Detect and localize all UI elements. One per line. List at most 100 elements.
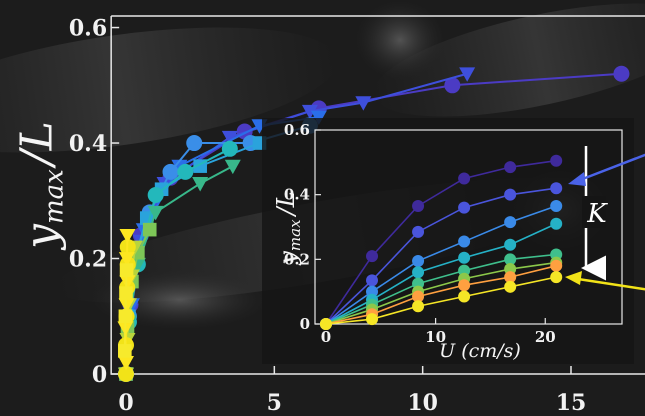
inset-ytick-label: 0.4	[284, 186, 310, 204]
blue-pointer-head	[568, 172, 586, 186]
inset-plot-series	[319, 154, 563, 330]
main-data-point	[177, 163, 194, 180]
inset-series-line	[325, 205, 557, 325]
inset-data-point	[366, 313, 379, 326]
main-xtick-label: 0	[118, 390, 133, 416]
inset-data-point	[504, 253, 517, 266]
main-data-point	[119, 229, 136, 244]
main-data-point	[118, 366, 134, 382]
main-data-point	[118, 344, 132, 358]
main-ylabel: ymax/L	[12, 121, 70, 251]
k-label: K	[586, 199, 608, 229]
main-xtick-label: 15	[556, 390, 587, 416]
main-ytick-label: 0.4	[69, 131, 107, 157]
inset-axis-frame	[314, 129, 623, 325]
inset-data-point	[412, 266, 425, 279]
main-axes: 0 5 10 15 0 0.2 0.4 0.6 ymax/L	[12, 15, 645, 416]
inset-data-point	[504, 280, 517, 293]
inset-background	[262, 118, 634, 364]
inset-data-point	[412, 300, 425, 313]
inset-data-point	[458, 290, 471, 303]
inset-data-point	[504, 238, 517, 251]
inset-data-point	[550, 259, 563, 272]
inset-series-line	[325, 159, 557, 325]
inset-series-line	[325, 261, 557, 325]
yellow-pointer-line	[577, 277, 645, 291]
main-plot-series	[117, 65, 630, 382]
inset-ytick-label: 0.6	[284, 121, 310, 139]
inset-xtick-label: 0	[321, 328, 331, 346]
main-data-point	[118, 356, 134, 371]
main-data-point	[142, 222, 157, 237]
inset-data-point	[504, 271, 517, 284]
inset-data-point	[458, 251, 471, 264]
main-data-point	[221, 140, 238, 157]
inset-data-point	[550, 182, 563, 195]
inset-data-point	[319, 318, 332, 330]
blue-pointer-line	[579, 153, 645, 182]
inset-panel	[262, 118, 634, 364]
main-data-point	[118, 309, 133, 324]
main-data-point	[221, 130, 238, 146]
inset-data-point	[504, 188, 517, 201]
inset-data-point	[366, 274, 379, 287]
inset-data-point	[458, 279, 471, 292]
inset-data-point	[366, 250, 379, 263]
main-data-point	[119, 286, 133, 300]
inset-series-7	[319, 271, 563, 330]
inset-data-point	[412, 254, 425, 267]
main-xtick-label: 10	[407, 390, 438, 416]
main-data-point	[613, 65, 630, 82]
inset-data-point	[550, 154, 563, 167]
inset-data-point	[550, 271, 563, 284]
main-ytick-label: 0.2	[69, 247, 107, 273]
main-xtick-label: 5	[267, 390, 282, 416]
main-data-point	[224, 159, 241, 175]
annotations: K	[565, 146, 645, 291]
inset-data-point	[550, 199, 563, 212]
inset-series-line	[325, 187, 557, 325]
main-data-point	[310, 110, 327, 126]
inset-series-line	[325, 276, 557, 325]
inset-data-point	[412, 225, 425, 238]
inset-series-line	[325, 265, 557, 325]
main-data-point	[147, 205, 164, 221]
main-series-line	[123, 270, 128, 351]
inset-data-point	[550, 217, 563, 230]
main-data-point	[459, 67, 476, 82]
main-ytick-label: 0	[92, 362, 107, 388]
inset-ylabel: ymax/L	[272, 191, 304, 265]
inset-data-point	[458, 201, 471, 214]
main-data-point	[147, 187, 164, 203]
inset-data-point	[412, 290, 425, 303]
inset-axes: 0 10 20 0 0.2 0.4 0.6 ymax/L U (cm/s)	[272, 121, 623, 362]
inset-series-0	[319, 154, 563, 330]
inset-xtick-label: 20	[535, 328, 556, 346]
main-ytick-label: 0.6	[69, 16, 107, 42]
main-data-point	[192, 177, 209, 192]
main-data-point	[444, 77, 461, 94]
inset-xtick-label: 10	[425, 328, 446, 346]
inset-series-line	[325, 253, 557, 325]
main-series-11	[118, 263, 134, 358]
main-data-point	[186, 135, 203, 152]
inset-data-point	[504, 216, 517, 229]
main-data-point	[119, 263, 134, 277]
k-label-backdrop	[582, 196, 606, 228]
main-data-point	[301, 104, 318, 120]
inset-data-point	[412, 199, 425, 212]
inset-data-point	[504, 161, 517, 174]
main-data-point	[119, 275, 136, 290]
yellow-pointer-head	[565, 271, 582, 285]
inset-xlabel: U (cm/s)	[439, 340, 521, 362]
inset-data-point	[458, 235, 471, 248]
main-data-point	[118, 252, 135, 267]
inset-data-point	[458, 172, 471, 185]
main-data-point	[162, 163, 179, 180]
main-data-point	[355, 96, 372, 111]
inset-ytick-label: 0.2	[284, 250, 310, 268]
inset-ytick-label: 0	[300, 315, 310, 333]
inset-series-line	[325, 223, 557, 325]
